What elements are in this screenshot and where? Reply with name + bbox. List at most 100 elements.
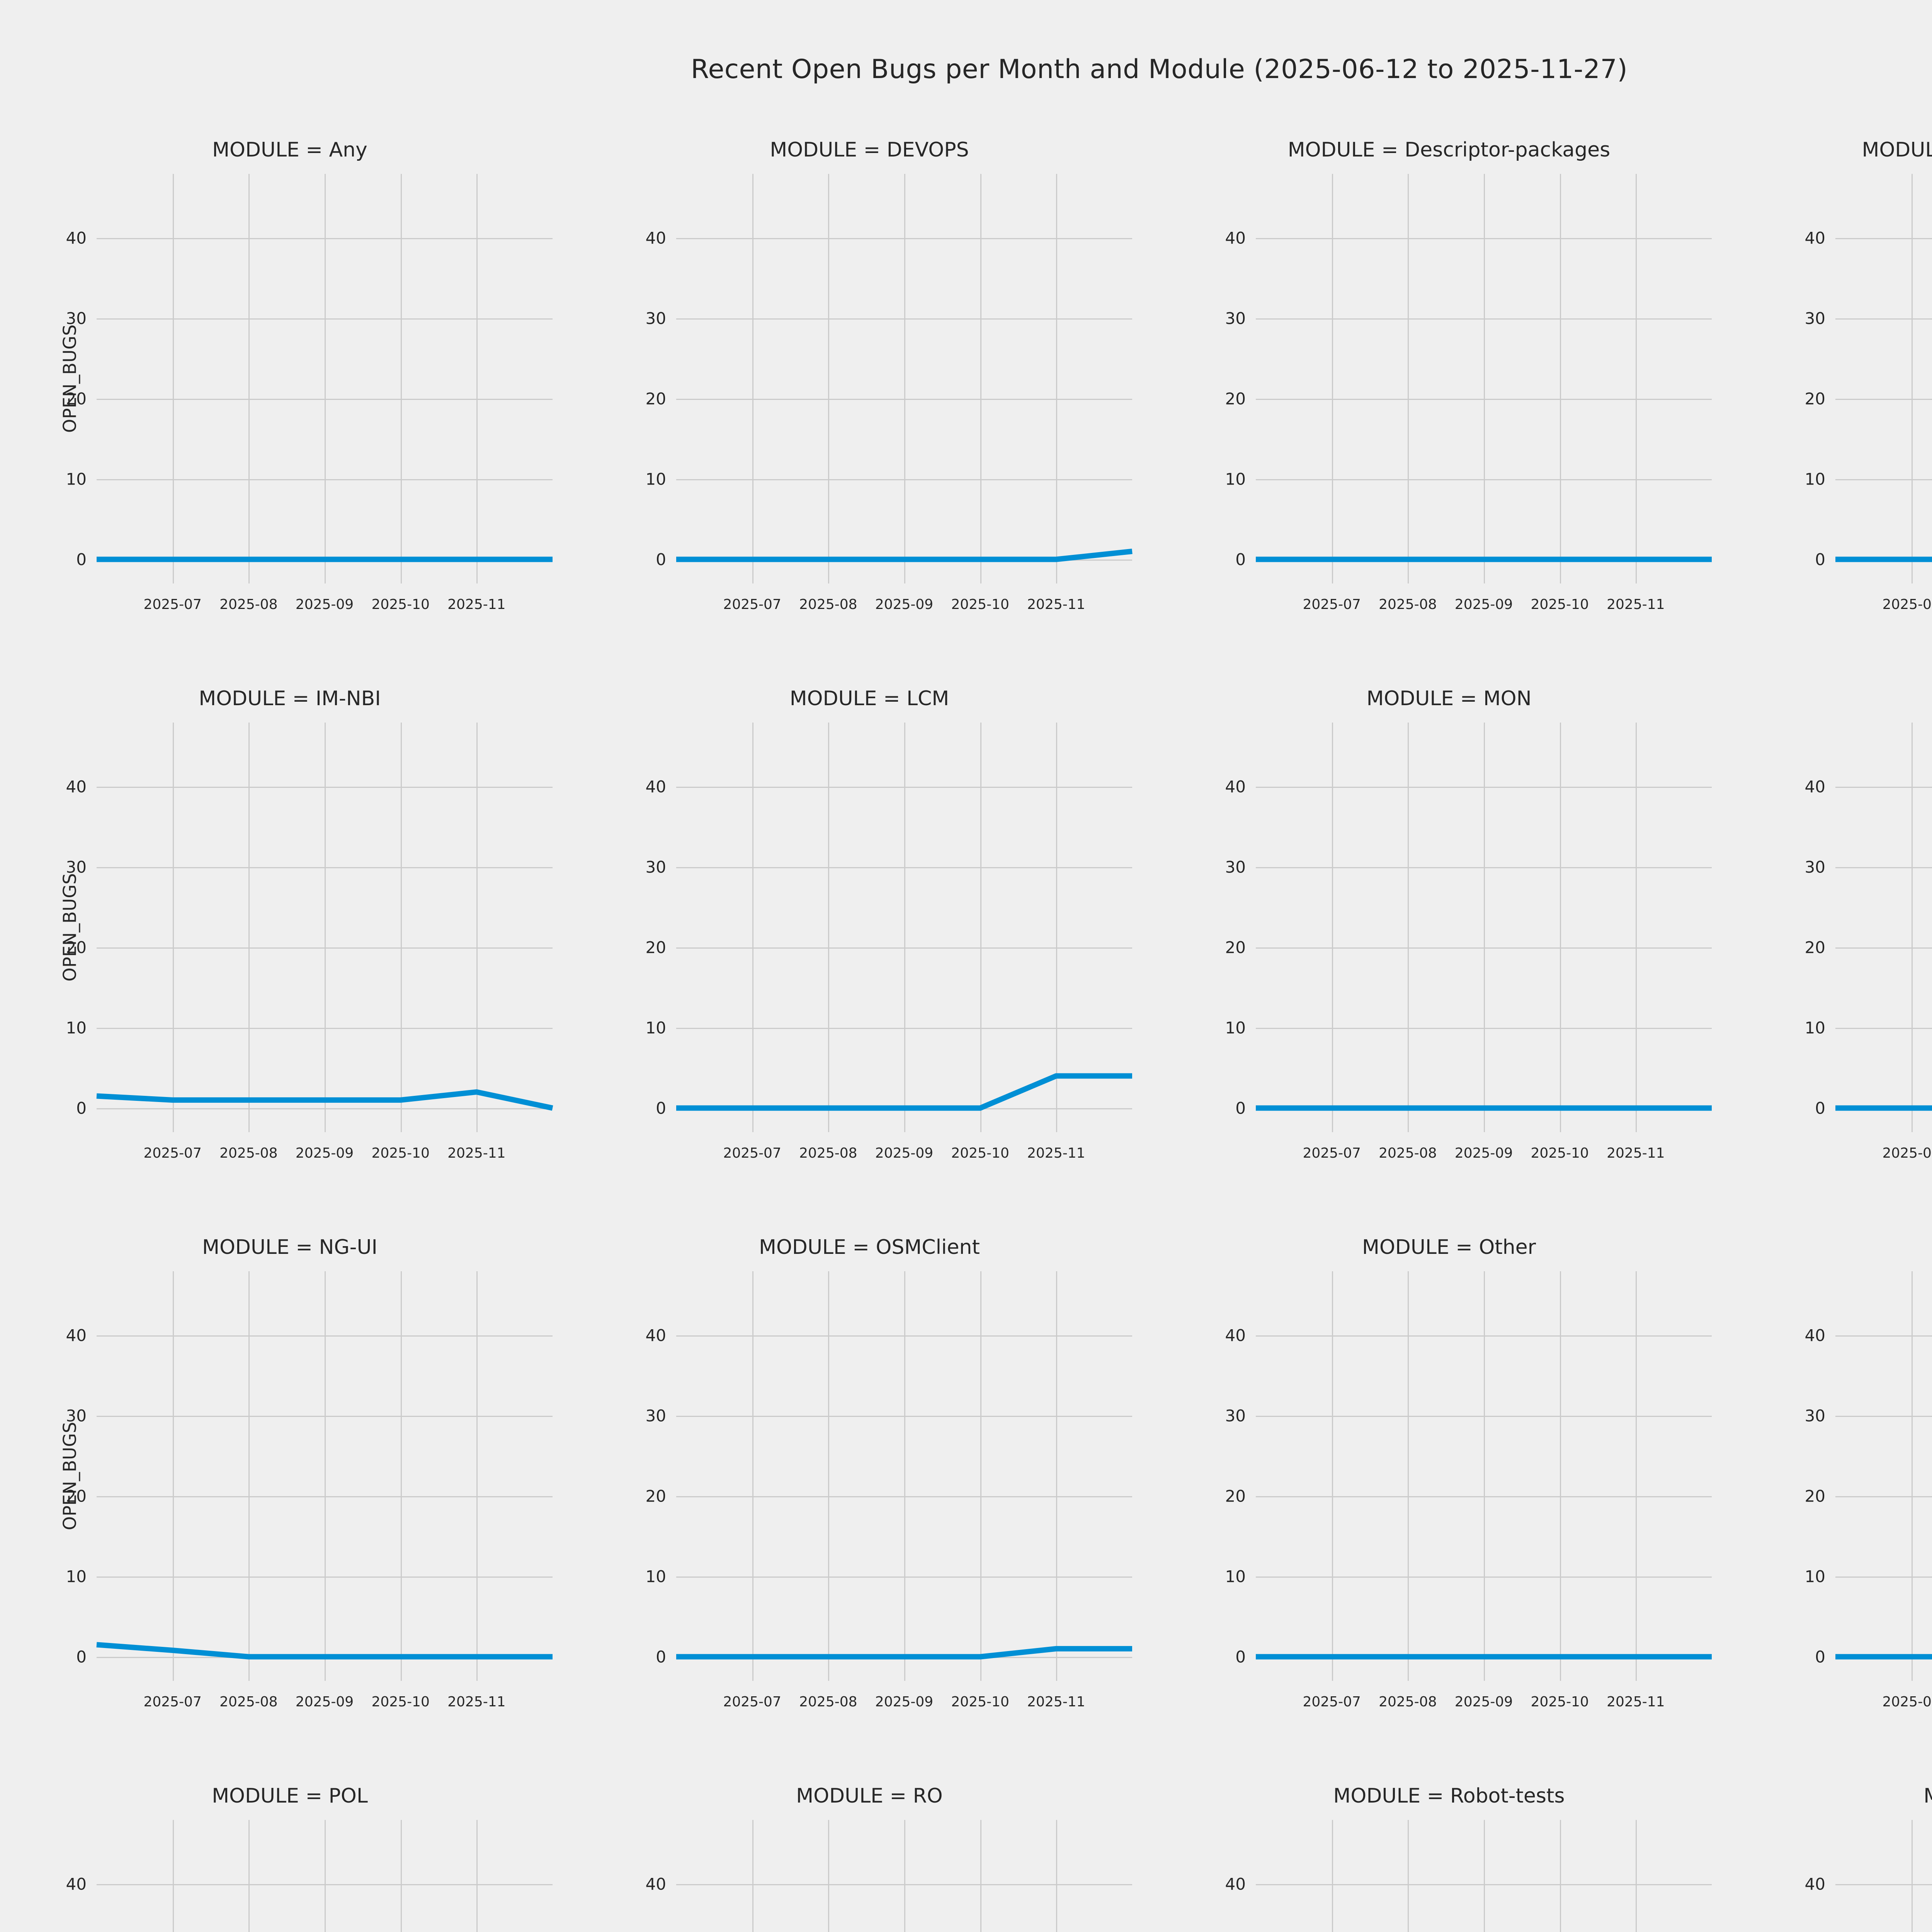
x-tick-label: 2025-10 bbox=[1531, 597, 1589, 612]
x-tick-label: 2025-07 bbox=[1882, 1145, 1932, 1161]
x-gridline bbox=[1636, 1271, 1637, 1681]
y-tick-label: 0 bbox=[1815, 550, 1825, 569]
y-gridline bbox=[1835, 787, 1932, 788]
series-line bbox=[676, 174, 1133, 583]
plot-area: 0102030402025-072025-082025-092025-10202… bbox=[1805, 1271, 1932, 1710]
y-tick-label: 30 bbox=[645, 309, 666, 328]
plot-area: 0102030402025-072025-082025-092025-10202… bbox=[1805, 174, 1932, 612]
y-tick-label: 40 bbox=[66, 1874, 87, 1894]
x-tick-label: 2025-09 bbox=[295, 1694, 354, 1710]
y-tick-label: 10 bbox=[66, 469, 87, 489]
x-gridline bbox=[752, 1271, 753, 1681]
y-tick-label: 0 bbox=[1815, 1647, 1825, 1667]
y-tick-label: 40 bbox=[645, 777, 666, 796]
x-tick-label: 2025-07 bbox=[143, 597, 202, 612]
y-tick-label: 0 bbox=[76, 1647, 87, 1667]
x-gridline bbox=[904, 1271, 905, 1681]
x-gridline bbox=[400, 1271, 402, 1681]
x-tick-label: 2025-11 bbox=[1027, 597, 1085, 612]
facet-title: MODULE = PLA bbox=[1739, 1236, 1932, 1259]
x-gridline bbox=[1636, 1820, 1637, 1932]
y-tick-label: 40 bbox=[645, 228, 666, 248]
plot-area: 0102030402025-072025-082025-092025-10202… bbox=[1225, 1820, 1712, 1932]
x-gridline bbox=[980, 174, 981, 583]
series-line bbox=[676, 723, 1132, 1132]
y-tick-label: 0 bbox=[656, 1647, 666, 1667]
x-gridline bbox=[476, 1820, 478, 1932]
facet-grid: MODULE = Any 0 10 20 30 40 2025-07 2025-08 2025-… bbox=[0, 128, 1932, 1932]
facet-panel: MODULE = DEVOPS 0 10 20 30 40 2025-07 2025-08 20… bbox=[580, 128, 1159, 676]
x-gridline bbox=[400, 1820, 402, 1932]
x-tick-label: 2025-08 bbox=[1379, 1694, 1437, 1710]
plot-background bbox=[1835, 1820, 1932, 1932]
x-gridline bbox=[828, 1271, 830, 1681]
x-gridline bbox=[1911, 723, 1913, 1132]
y-tick-label: 40 bbox=[66, 1326, 87, 1345]
y-tick-label: 0 bbox=[1235, 1647, 1246, 1667]
y-tick-label: 30 bbox=[66, 309, 87, 328]
y-tick-label: 20 bbox=[1804, 938, 1825, 957]
y-tick-label: 10 bbox=[1225, 469, 1246, 489]
facet-panel: MODULE = PLA0102030402025-072025-082025-… bbox=[1739, 1225, 1932, 1774]
y-tick-label: 20 bbox=[66, 938, 87, 957]
facet-title: MODULE = IM-NBI bbox=[199, 687, 381, 710]
x-gridline bbox=[1408, 174, 1409, 583]
y-tick-label: 10 bbox=[66, 1018, 87, 1037]
x-gridline bbox=[904, 174, 905, 583]
x-gridline bbox=[828, 723, 830, 1132]
y-tick-label: 10 bbox=[645, 469, 666, 489]
y-tick-label: 40 bbox=[66, 777, 87, 796]
x-tick-label: 2025-11 bbox=[1027, 1694, 1085, 1710]
y-gridline bbox=[1835, 1576, 1932, 1578]
y-gridline bbox=[1835, 1027, 1932, 1029]
plot-background bbox=[1835, 1271, 1932, 1681]
y-gridline bbox=[1835, 318, 1932, 320]
facet-title: MODULE = RO bbox=[796, 1784, 943, 1808]
y-tick-label: 40 bbox=[1225, 1874, 1246, 1894]
y-tick-label: 10 bbox=[66, 1567, 87, 1586]
y-tick-label: 40 bbox=[66, 228, 87, 248]
x-gridline bbox=[325, 1271, 326, 1681]
facet-title: MODULE = Other bbox=[1362, 1236, 1536, 1259]
x-tick-label: 2025-07 bbox=[1303, 597, 1361, 612]
y-tick-label: 10 bbox=[1804, 1567, 1825, 1586]
facet-panel: MODULE = Any 0 10 20 30 40 2025-07 2025-08 2025-… bbox=[0, 128, 580, 676]
facet-title: MODULE = Descriptor-packages bbox=[1287, 138, 1611, 162]
y-tick-label: 30 bbox=[66, 1406, 87, 1425]
x-gridline bbox=[1911, 1271, 1913, 1681]
x-tick-label: 2025-08 bbox=[219, 1145, 278, 1161]
y-tick-label: 0 bbox=[656, 550, 666, 569]
facet-panel: MODULE = NG-UI 0 10 20 30 40 2025-07 2025-08 202… bbox=[0, 1225, 580, 1774]
x-gridline bbox=[1560, 723, 1561, 1132]
x-tick-label: 2025-10 bbox=[951, 1694, 1009, 1710]
x-tick-label: 2025-09 bbox=[1454, 1145, 1513, 1161]
x-gridline bbox=[1056, 1271, 1058, 1681]
facet-title: MODULE = NG-UI bbox=[202, 1236, 378, 1259]
x-tick-label: 2025-08 bbox=[799, 597, 857, 612]
y-tick-label: 10 bbox=[1225, 1018, 1246, 1037]
x-gridline bbox=[828, 174, 830, 583]
y-tick-label: 0 bbox=[656, 1099, 666, 1118]
y-gridline bbox=[1835, 1335, 1932, 1337]
x-tick-label: 2025-08 bbox=[1379, 1145, 1437, 1161]
x-tick-label: 2025-09 bbox=[875, 597, 934, 612]
x-gridline bbox=[1636, 723, 1637, 1132]
x-gridline bbox=[248, 1271, 250, 1681]
x-gridline bbox=[1911, 174, 1913, 583]
x-gridline bbox=[400, 174, 402, 583]
x-tick-label: 2025-11 bbox=[447, 1145, 506, 1161]
x-tick-label: 2025-10 bbox=[951, 597, 1009, 612]
x-gridline bbox=[1560, 1820, 1561, 1932]
y-tick-label: 30 bbox=[1225, 1406, 1246, 1425]
x-gridline bbox=[476, 1271, 478, 1681]
y-gridline bbox=[1835, 479, 1932, 480]
x-gridline bbox=[325, 174, 326, 583]
x-tick-label: 2025-11 bbox=[1607, 597, 1665, 612]
facet-title: MODULE = MON bbox=[1366, 687, 1532, 710]
facet-panel: MODULE = Unknown 0102030402025-072025-082… bbox=[1739, 1774, 1932, 1932]
facet-title: MODULE = Unknown bbox=[1739, 1784, 1932, 1808]
